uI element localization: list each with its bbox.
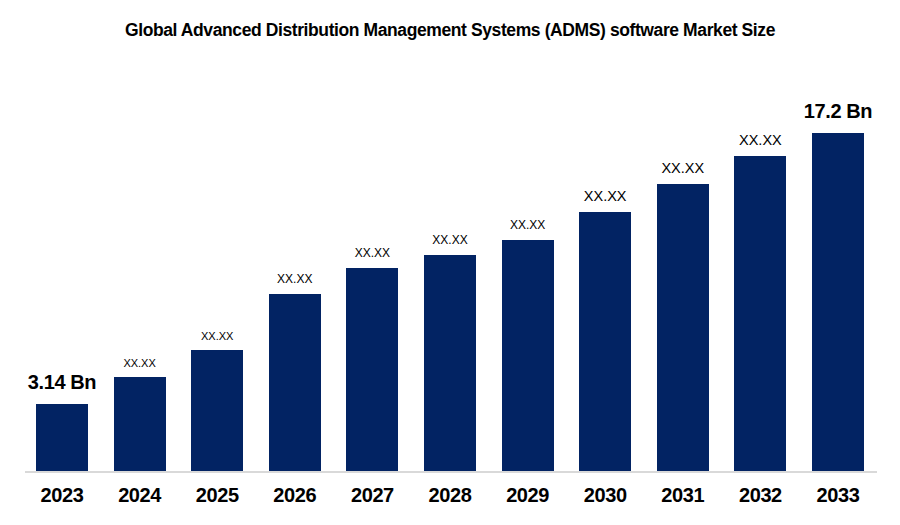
bar-2023 (36, 404, 88, 472)
x-tick-label-2033: 2033 (799, 484, 877, 507)
bar-value-label-2027: XX.XX (302, 246, 442, 260)
bar-2025 (191, 350, 243, 472)
bar-value-label-2023: 3.14 Bn (0, 371, 132, 394)
bar-2028 (424, 255, 476, 472)
bar-2033 (812, 133, 864, 472)
x-tick-label-2030: 2030 (566, 484, 644, 507)
bar-value-label-2028: XX.XX (380, 233, 520, 247)
x-tick-label-2027: 2027 (333, 484, 411, 507)
bar-value-label-2030: XX.XX (535, 188, 675, 204)
x-axis-line (25, 471, 877, 473)
x-tick-label-2029: 2029 (489, 484, 567, 507)
x-tick-label-2026: 2026 (256, 484, 334, 507)
bar-2026 (269, 294, 321, 472)
bar-value-label-2032: XX.XX (690, 132, 830, 148)
bar-2032 (734, 156, 786, 472)
bar-value-label-2026: XX.XX (225, 272, 365, 286)
bar-2024 (114, 377, 166, 472)
bar-value-label-2029: XX.XX (458, 218, 598, 232)
bar-2029 (502, 240, 554, 472)
bar-2030 (579, 212, 631, 472)
bar-value-label-2025: XX.XX (147, 330, 287, 342)
x-tick-label-2031: 2031 (644, 484, 722, 507)
x-tick-label-2032: 2032 (721, 484, 799, 507)
x-tick-label-2024: 2024 (101, 484, 179, 507)
chart-title: Global Advanced Distribution Management … (0, 20, 900, 41)
bar-2031 (657, 184, 709, 472)
bar-value-label-2033: 17.2 Bn (768, 100, 900, 123)
bar-value-label-2024: XX.XX (70, 357, 210, 369)
chart-canvas: Global Advanced Distribution Management … (0, 0, 900, 525)
x-tick-label-2025: 2025 (178, 484, 256, 507)
bar-2027 (346, 268, 398, 472)
bar-value-label-2031: XX.XX (613, 160, 753, 176)
x-tick-label-2023: 2023 (23, 484, 101, 507)
x-tick-label-2028: 2028 (411, 484, 489, 507)
